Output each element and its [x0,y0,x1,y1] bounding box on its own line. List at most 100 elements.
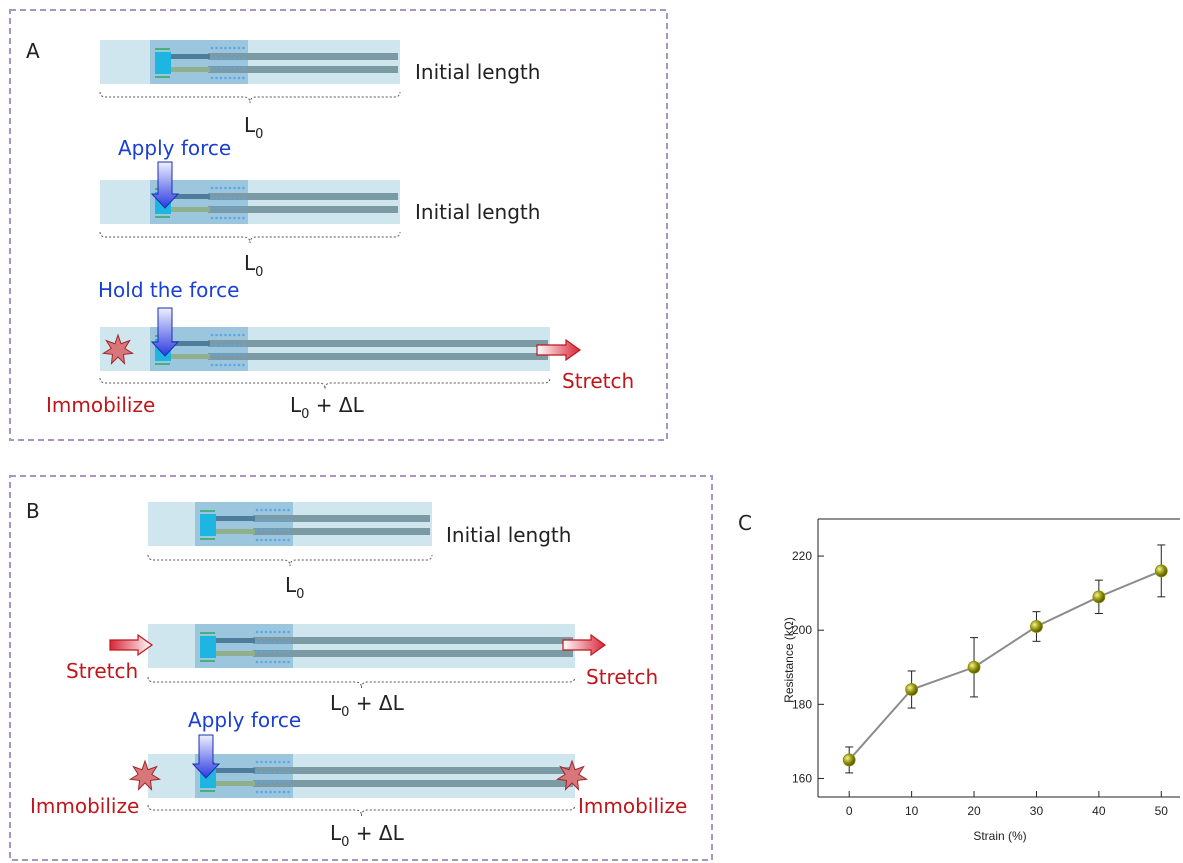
device-dot [287,760,290,764]
device-bar [253,780,573,787]
immobilize-label: Immobilize [578,794,687,818]
length: L0 [244,251,263,280]
device-dot [219,46,223,50]
device-dot [219,66,223,70]
data-point [1030,620,1043,633]
device-dot [287,528,290,532]
device-bar [170,194,210,199]
device-dot [269,640,272,644]
device-dot [210,186,214,190]
device-dot [287,518,290,522]
device-bar [170,67,210,72]
device-dot [233,76,236,80]
device-dot [269,630,272,634]
device-bar [253,767,573,774]
device-dot [269,650,272,654]
immobilize-star [101,333,135,365]
device-bar [208,193,398,200]
device-dot [215,363,218,367]
immobilize-label: Immobilize [30,794,139,818]
device-bar [208,206,398,213]
device-strip [100,40,400,84]
device-dot [273,508,277,512]
device-dot [264,650,268,654]
device-dot [233,216,236,220]
length-base: L [244,251,256,275]
device-dot [273,528,277,532]
device-dot [224,206,227,210]
force-label: Apply force [118,136,231,160]
device-dot [224,76,227,80]
device-dot [219,76,223,80]
device-dot [278,790,281,794]
data-point [967,660,981,674]
device-dot [242,353,245,357]
data-point [905,683,919,696]
device-dot [233,206,236,210]
length: L0 [244,113,263,142]
y-tick-label: 220 [792,549,812,563]
length-rest: + ΔL [349,821,404,845]
length-sub: 0 [255,265,263,280]
length-rest: + ΔL [309,393,364,417]
force-arrow [150,161,180,209]
device-dot [287,770,290,774]
panel-border [9,475,713,861]
length-base: L [330,691,342,715]
device-dot [210,363,214,367]
data-line [848,569,1162,761]
x-tick-label: 10 [905,804,919,818]
device-dot [260,538,263,542]
device-dot [260,640,263,644]
device-dot [237,186,241,190]
device-dot [224,66,227,70]
device-dot [264,770,268,774]
device-dot [242,56,245,60]
device-dot [215,186,218,190]
device-dot [255,780,259,784]
device-dot [273,518,277,522]
device-dot [287,508,290,512]
device-dot [282,760,286,764]
device-dot [264,508,268,512]
device-bar [170,54,210,59]
device-dot [228,76,232,80]
device-dot [233,196,236,200]
device-dot [237,353,241,357]
force-arrow [150,307,180,357]
length-sub: 0 [296,587,304,602]
device-dot [237,333,241,337]
force-label: Apply force [188,708,301,732]
device-bar [215,516,255,521]
device-dot [215,333,218,337]
device-dot [219,333,223,337]
device-dot [219,196,223,200]
device-dot [260,660,263,664]
stretch-arrow [536,338,582,362]
device-dot [255,650,259,654]
length-brace [99,91,401,104]
device-dot [264,528,268,532]
device-bar [208,340,548,347]
device-dot [287,630,290,634]
device-dot [237,76,241,80]
device-dot [278,660,281,664]
device-dot [269,538,272,542]
device-dot [255,630,259,634]
device-dot [228,363,232,367]
device-dot [219,56,223,60]
device-dot [264,660,268,664]
stretch-label: Stretch [562,369,634,393]
device-bar [215,529,255,534]
panel-label: C [738,511,752,535]
device-bar [215,781,255,786]
device-bar [170,354,210,359]
device-dot [224,353,227,357]
device-dot [224,333,227,337]
device-dot [215,56,218,60]
x-tick-label: 50 [1155,804,1169,818]
device-dot [264,640,268,644]
device-dot [269,760,272,764]
length: L0 + ΔL [330,691,405,720]
device-dot [237,206,241,210]
